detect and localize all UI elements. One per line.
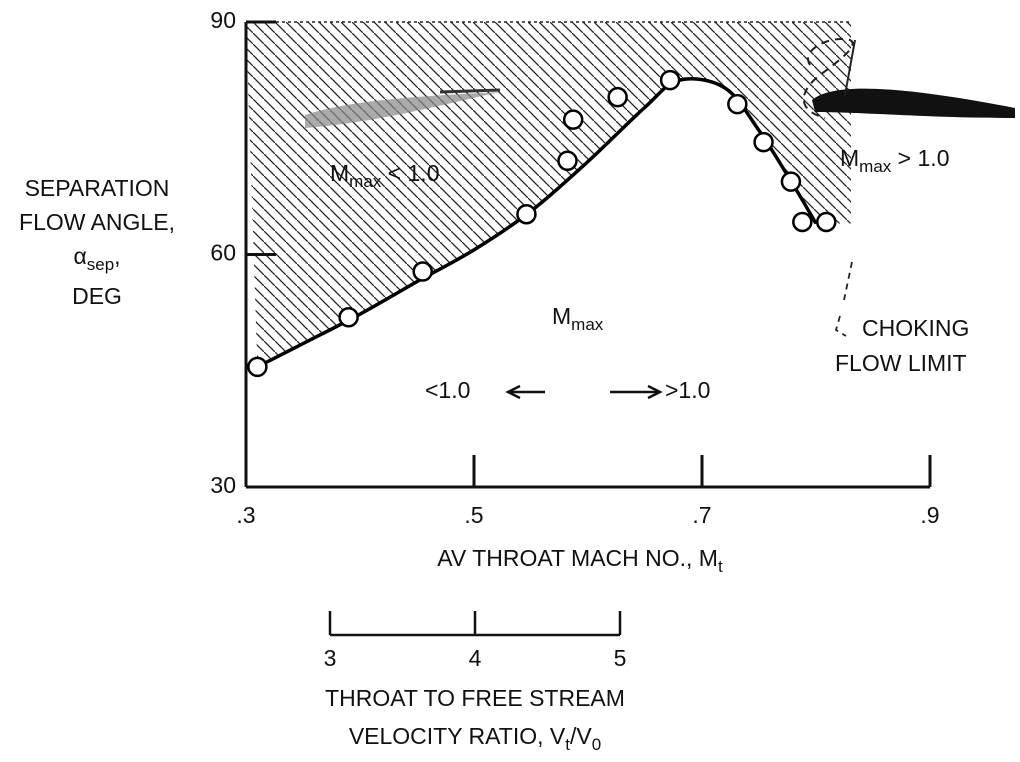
subscript: 0 [592,735,601,754]
y-tick-label: 30 [210,472,236,498]
text-part: α [73,243,86,269]
x-axis-label: AV THROAT MACH NO., Mt [437,545,723,576]
airfoil-sketch [440,90,500,92]
subscript: sep [87,255,114,274]
page: {"chart_data": { "type": "scatter", "yla… [0,0,1020,762]
x2-tick-label: 5 [614,645,627,671]
data-point [564,111,582,129]
data-point [414,263,432,281]
y-tick-label: 60 [210,240,236,266]
subscript: max [571,315,604,334]
subscript: max [859,157,892,176]
arrow-left [508,386,545,398]
x-tick-label: .5 [464,502,483,528]
x2-tick-label: 3 [324,645,337,671]
annotation: <1.0 [425,377,470,403]
y-tick-label: 90 [210,7,236,33]
data-point [248,358,266,376]
x2-axis-label: VELOCITY RATIO, Vt/V0 [349,723,601,754]
data-point [661,71,679,89]
data-point [782,173,800,191]
data-point [517,205,535,223]
annotation: Mmax [552,303,604,334]
data-point [558,152,576,170]
text-part: M [330,160,349,186]
data-point [340,308,358,326]
text-part: AV THROAT MACH NO., M [437,545,718,571]
x2-axis-label: THROAT TO FREE STREAM [325,685,625,711]
annotation: Mmax > 1.0 [840,145,949,176]
text-part: , [114,243,120,269]
chart: 30 60 90 .3 .5 .7 .9 3 4 5 AV THROAT MACH NO., Mt T… [0,0,1020,762]
y-axis-label: DEG [72,283,122,309]
x-tick-label: .3 [236,502,255,528]
y-axis-label: αsep, [73,243,120,274]
annotation: CHOKING [862,315,969,341]
data-point [817,213,835,231]
x2-tick-label: 4 [469,645,482,671]
annotation: FLOW LIMIT [835,350,967,376]
subscript: max [349,172,382,191]
data-point [609,88,627,106]
leader-line [836,262,852,336]
text-part: VELOCITY RATIO, V [349,723,566,749]
text-part: M [840,145,859,171]
arrow-right [610,386,660,398]
x-tick-label: .9 [920,502,939,528]
data-point [793,213,811,231]
text-part: < 1.0 [381,160,439,186]
y-axis-label: SEPARATION [25,175,170,201]
y-axis-label: FLOW ANGLE, [19,209,175,235]
text-part: > 1.0 [891,145,949,171]
data-point [728,95,746,113]
annotation: >1.0 [665,377,710,403]
x-tick-label: .7 [692,502,711,528]
data-point [755,133,773,151]
subscript: t [718,557,723,576]
text-part: /V [570,723,592,749]
text-part: M [552,303,571,329]
